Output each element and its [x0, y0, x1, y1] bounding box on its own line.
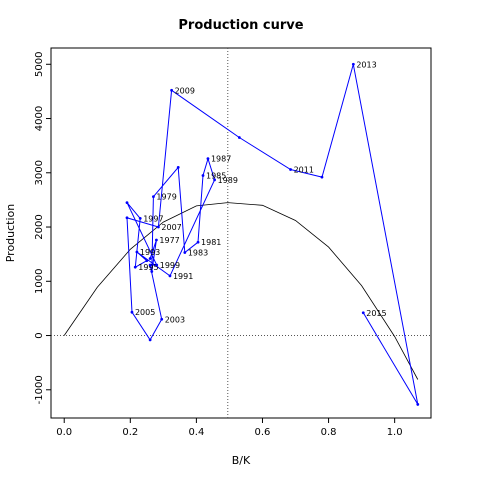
y-tick-label: 4000 — [34, 106, 45, 131]
data-point — [176, 165, 180, 169]
y-axis-title: Production — [4, 204, 17, 263]
point-label: 1987 — [211, 155, 231, 164]
data-point — [145, 259, 149, 263]
data-point — [168, 274, 172, 278]
data-point — [196, 240, 200, 244]
point-label: 1995 — [138, 263, 158, 272]
y-tick-label: -1000 — [34, 375, 45, 404]
point-label: 2003 — [165, 315, 185, 324]
data-point — [416, 403, 420, 406]
x-axis: 0.0 0.2 0.4 0.6 0.8 1.0 — [56, 418, 403, 438]
series-line — [126, 64, 419, 405]
point-label: 2005 — [135, 308, 155, 317]
data-point — [130, 310, 134, 314]
reference-lines — [51, 48, 431, 418]
point-label: 1983 — [188, 249, 208, 258]
data-point — [150, 270, 154, 273]
point-label: 2009 — [175, 86, 195, 95]
y-tick-label: 3000 — [34, 160, 45, 185]
data-point — [201, 174, 205, 177]
y-tick-label: 1000 — [34, 269, 45, 294]
point-label: 2007 — [161, 223, 181, 232]
point-label: 2011 — [294, 166, 314, 175]
data-point — [206, 157, 210, 161]
point-label: 1979 — [156, 193, 176, 202]
point-label: 1993 — [140, 248, 160, 257]
data-point — [361, 311, 365, 315]
x-tick-label: 1.0 — [387, 427, 403, 438]
data-point — [351, 62, 355, 66]
point-label: 1985 — [206, 171, 226, 180]
y-axis: -1000 0 1000 2000 3000 4000 5000 — [34, 52, 51, 404]
data-point — [213, 178, 216, 182]
fitted-curve-line — [63, 202, 419, 380]
data-point — [135, 250, 139, 254]
data-point — [237, 136, 241, 139]
data-point — [320, 175, 324, 179]
point-label: 1999 — [160, 261, 180, 270]
x-tick-label: 0.6 — [255, 427, 271, 438]
data-point — [183, 251, 187, 254]
point-label: 1997 — [143, 214, 163, 223]
chart-title: Production curve — [178, 18, 303, 33]
data-point — [133, 265, 137, 269]
x-axis-title: B/K — [232, 454, 251, 467]
data-point — [160, 317, 164, 321]
x-tick-label: 0.8 — [321, 427, 337, 438]
y-tick-label: 0 — [34, 332, 45, 338]
data-point — [156, 225, 160, 229]
point-label: 1981 — [201, 238, 221, 247]
data-point — [148, 338, 152, 342]
data-point — [138, 216, 142, 220]
point-label: 2015 — [366, 309, 386, 318]
y-tick-label: 5000 — [34, 52, 45, 77]
point-label: 1977 — [159, 236, 179, 245]
x-tick-label: 0.0 — [56, 427, 72, 438]
fitted-curve — [63, 202, 419, 380]
data-point — [148, 263, 152, 267]
x-tick-label: 0.2 — [122, 427, 138, 438]
data-point — [289, 168, 292, 171]
data-point — [148, 257, 152, 260]
y-tick-label: 2000 — [34, 214, 45, 239]
point-label: 1989 — [218, 176, 238, 185]
data-point — [125, 216, 129, 220]
series-layer: 1977 1979 1983 1981 1985 1987 1989 1991 1993 1995… — [125, 60, 420, 406]
x-tick-label: 0.4 — [188, 427, 204, 438]
data-point — [155, 263, 159, 267]
data-point — [125, 201, 129, 205]
data-point — [170, 88, 174, 92]
point-label: 1991 — [173, 272, 193, 281]
data-point — [155, 238, 158, 242]
data-point — [152, 195, 155, 199]
plot-frame — [50, 47, 432, 419]
point-label: 2013 — [356, 60, 376, 69]
